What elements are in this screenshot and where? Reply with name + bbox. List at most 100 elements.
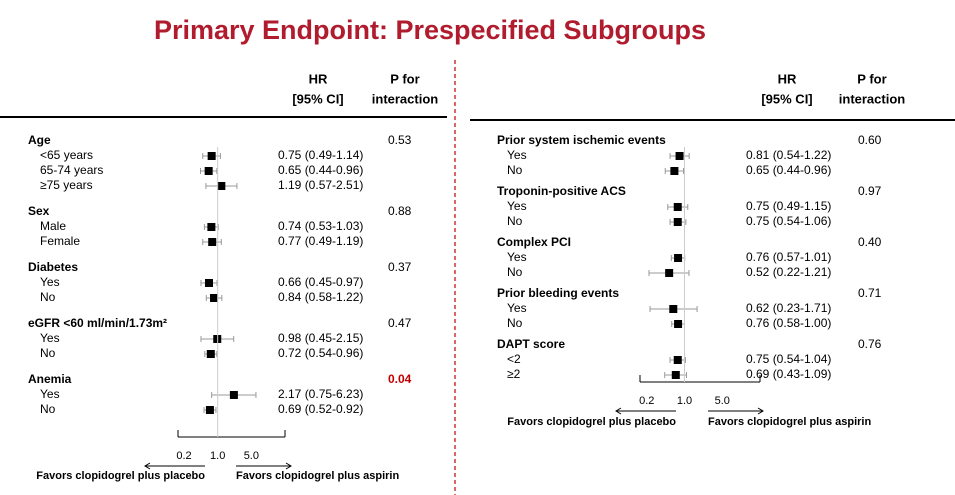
x-tick-label: 5.0 bbox=[715, 395, 730, 407]
group-label: Prior system ischemic events bbox=[497, 133, 666, 147]
x-tick-label: 1.0 bbox=[210, 450, 225, 462]
ci-label: 0.65 (0.44-0.96) bbox=[278, 163, 363, 177]
ci-label: 0.52 (0.22-1.21) bbox=[746, 265, 831, 279]
column-header: HR bbox=[778, 71, 797, 86]
hr-marker bbox=[675, 152, 684, 160]
p-interaction: 0.60 bbox=[858, 133, 882, 147]
ci-label: 0.76 (0.58-1.00) bbox=[746, 316, 831, 330]
row-label: Yes bbox=[40, 331, 60, 345]
row-label: ≥2 bbox=[507, 367, 521, 381]
hr-marker bbox=[674, 254, 683, 262]
p-interaction: 0.40 bbox=[858, 235, 882, 249]
hr-marker bbox=[673, 356, 682, 364]
group-label: Complex PCI bbox=[497, 235, 571, 249]
column-header: interaction bbox=[372, 91, 439, 106]
x-tick-label: 1.0 bbox=[677, 395, 692, 407]
p-interaction: 0.04 bbox=[388, 372, 412, 386]
p-interaction: 0.88 bbox=[388, 204, 412, 218]
slide-title: Primary Endpoint: Prespecified Subgroups bbox=[154, 15, 706, 45]
row-label: No bbox=[507, 163, 523, 177]
row-label: No bbox=[507, 214, 523, 228]
ci-label: 0.75 (0.49-1.15) bbox=[746, 199, 831, 213]
hr-marker bbox=[673, 203, 682, 211]
hr-marker bbox=[673, 218, 682, 226]
x-tick-label: 5.0 bbox=[244, 450, 259, 462]
favors-right: Favors clopidogrel plus aspirin bbox=[708, 416, 871, 428]
hr-marker bbox=[669, 305, 678, 313]
hr-marker bbox=[670, 167, 679, 175]
ci-label: 0.84 (0.58-1.22) bbox=[278, 290, 363, 304]
row-label: No bbox=[40, 402, 56, 416]
row-label: No bbox=[40, 290, 56, 304]
favors-right: Favors clopidogrel plus aspirin bbox=[236, 470, 399, 482]
hr-marker bbox=[206, 350, 215, 358]
hr-marker bbox=[207, 223, 216, 231]
column-header: [95% CI] bbox=[761, 91, 812, 106]
arrow-right bbox=[236, 462, 292, 470]
p-interaction: 0.47 bbox=[388, 316, 412, 330]
row-label: No bbox=[40, 346, 56, 360]
arrow-right bbox=[708, 407, 764, 415]
hr-marker bbox=[204, 279, 213, 287]
p-interaction: 0.53 bbox=[388, 133, 412, 147]
column-header: HR bbox=[309, 71, 328, 86]
hr-marker bbox=[205, 406, 214, 414]
group-label: Troponin-positive ACS bbox=[497, 184, 626, 198]
ci-label: 0.69 (0.43-1.09) bbox=[746, 367, 831, 381]
group-label: Age bbox=[28, 133, 51, 147]
row-label: Male bbox=[40, 219, 66, 233]
group-label: Diabetes bbox=[28, 260, 78, 274]
ci-label: 2.17 (0.75-6.23) bbox=[278, 387, 363, 401]
ci-label: 0.75 (0.54-1.06) bbox=[746, 214, 831, 228]
ci-label: 0.62 (0.23-1.71) bbox=[746, 301, 831, 315]
hr-marker bbox=[208, 238, 217, 246]
p-interaction: 0.71 bbox=[858, 286, 882, 300]
row-label: Yes bbox=[40, 387, 60, 401]
group-label: Sex bbox=[28, 204, 50, 218]
row-label: ≥75 years bbox=[40, 178, 93, 192]
arrow-left bbox=[615, 407, 676, 415]
ci-label: 0.65 (0.44-0.96) bbox=[746, 163, 831, 177]
p-interaction: 0.76 bbox=[858, 337, 882, 351]
p-interaction: 0.97 bbox=[858, 184, 882, 198]
ci-label: 0.72 (0.54-0.96) bbox=[278, 346, 363, 360]
ci-label: 0.66 (0.45-0.97) bbox=[278, 275, 363, 289]
hr-marker bbox=[207, 152, 216, 160]
ci-label: 0.77 (0.49-1.19) bbox=[278, 234, 363, 248]
hr-marker bbox=[210, 294, 219, 302]
x-tick-label: 0.2 bbox=[176, 450, 191, 462]
hr-marker bbox=[229, 391, 238, 399]
row-label: Yes bbox=[40, 275, 60, 289]
row-label: No bbox=[507, 316, 523, 330]
favors-left: Favors clopidogrel plus placebo bbox=[507, 416, 676, 428]
column-header: [95% CI] bbox=[292, 91, 343, 106]
group-label: Anemia bbox=[28, 372, 72, 386]
row-label: <2 bbox=[507, 352, 521, 366]
p-interaction: 0.37 bbox=[388, 260, 412, 274]
column-header: P for bbox=[390, 71, 419, 86]
row-label: Yes bbox=[507, 250, 527, 264]
ci-label: 0.75 (0.49-1.14) bbox=[278, 148, 363, 162]
hr-marker bbox=[674, 320, 683, 328]
row-label: Female bbox=[40, 234, 80, 248]
hr-marker bbox=[217, 182, 226, 190]
row-label: No bbox=[507, 265, 523, 279]
hr-marker bbox=[665, 269, 674, 277]
group-label: eGFR <60 ml/min/1.73m² bbox=[28, 316, 167, 330]
hr-marker bbox=[204, 167, 213, 175]
arrow-left bbox=[144, 462, 205, 470]
ci-label: 1.19 (0.57-2.51) bbox=[278, 178, 363, 192]
ci-label: 0.75 (0.54-1.04) bbox=[746, 352, 831, 366]
row-label: Yes bbox=[507, 148, 527, 162]
row-label: Yes bbox=[507, 301, 527, 315]
ci-label: 0.69 (0.52-0.92) bbox=[278, 402, 363, 416]
ci-label: 0.81 (0.54-1.22) bbox=[746, 148, 831, 162]
row-label: <65 years bbox=[40, 148, 93, 162]
hr-marker bbox=[671, 371, 680, 379]
column-header: P for bbox=[857, 71, 886, 86]
row-label: 65-74 years bbox=[40, 163, 103, 177]
x-tick-label: 0.2 bbox=[639, 395, 654, 407]
group-label: DAPT score bbox=[497, 337, 565, 351]
favors-left: Favors clopidogrel plus placebo bbox=[36, 470, 205, 482]
